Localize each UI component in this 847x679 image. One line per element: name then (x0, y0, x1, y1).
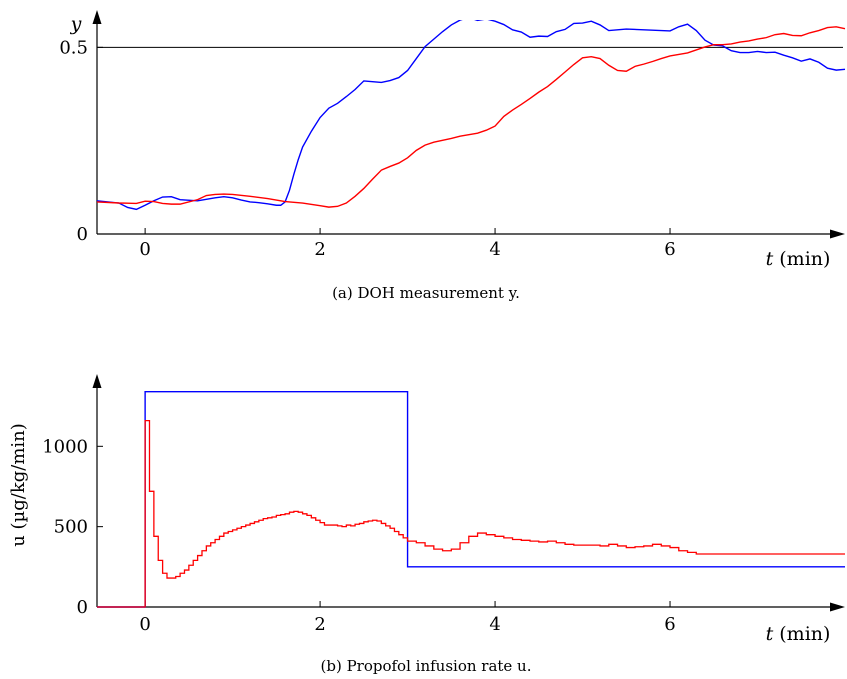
chart-b-yticks: 0 500 1000 (42, 436, 103, 618)
chart-b-x-arrow (830, 602, 845, 612)
chart-b-xlabel-unit: (min) (779, 623, 830, 645)
chart-a-xlabel-unit: (min) (779, 248, 830, 270)
chart-a-xlabel: t (min) (766, 248, 831, 270)
chart-b-xtick-label: 2 (314, 614, 325, 635)
chart-a-xlabel-var: t (766, 248, 774, 270)
chart-a-ytick-label: 0 (77, 224, 88, 245)
chart-a-x-arrow (830, 229, 845, 239)
chart-b-xticks: 0 2 4 6 (139, 601, 676, 635)
chart-b-xtick-label: 6 (664, 614, 675, 635)
chart-a-xticks: 0 2 4 6 (139, 228, 676, 260)
chart-b-ytick-label: 0 (77, 597, 88, 618)
chart-b-caption: (b) Propofol infusion rate u. (321, 657, 532, 675)
chart-b-ytick-label: 1000 (42, 436, 88, 457)
chart-b-xtick-label: 4 (489, 614, 500, 635)
chart-a-y-arrow (92, 10, 102, 24)
chart-a-series-red-line (97, 26, 846, 208)
chart-b: u (µg/kg/min) t (min) (b) Propofol infus… (8, 374, 845, 675)
chart-a-ytick-label: 0.5 (59, 37, 88, 58)
chart-b-ytick-label: 500 (54, 517, 88, 538)
chart-a-series-blue-line (97, 20, 846, 211)
chart-b-xtick-label: 0 (139, 614, 150, 635)
chart-b-series-blue-step (97, 390, 845, 608)
chart-a-xtick-label: 2 (314, 239, 325, 260)
chart-a-caption: (a) DOH measurement y. (332, 284, 520, 302)
chart-b-ylabel: u (µg/kg/min) (8, 423, 29, 547)
chart-b-xlabel: t (min) (766, 623, 831, 645)
chart-a-ylabel: y (70, 13, 82, 35)
chart-b-xlabel-var: t (766, 623, 774, 645)
chart-a-xtick-label: 6 (664, 239, 675, 260)
chart-a-xtick-label: 0 (139, 239, 150, 260)
chart-a-xtick-label: 4 (489, 239, 500, 260)
chart-b-y-arrow (92, 374, 102, 388)
chart-b-series-red-step (97, 419, 845, 608)
chart-b-ylabel-text: u (µg/kg/min) (8, 423, 29, 547)
